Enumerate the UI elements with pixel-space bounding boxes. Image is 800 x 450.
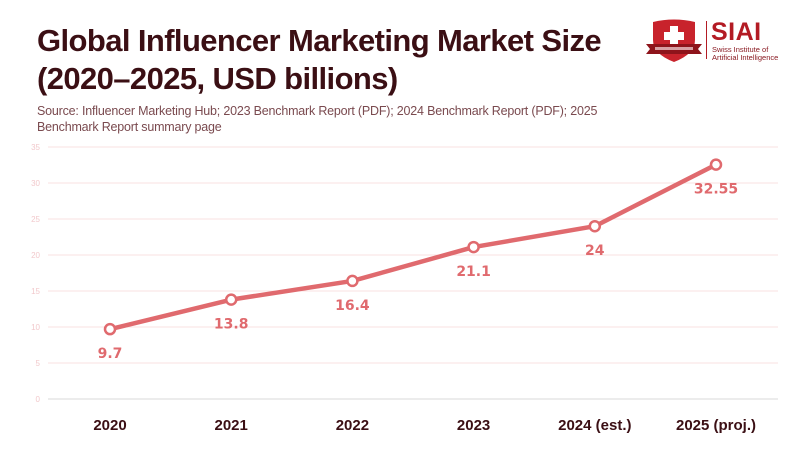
gridlines — [48, 146, 778, 400]
siai-logo: SIAI Swiss Institute of Artificial Intel… — [645, 18, 785, 64]
data-point — [588, 219, 602, 233]
data-point — [709, 158, 723, 171]
x-tick-label: 2024 (est.) — [558, 417, 631, 434]
data-point — [224, 293, 238, 306]
x-tick-label: 2025 (proj.) — [676, 417, 756, 434]
data-label: 21.1 — [456, 264, 491, 280]
x-tick-label: 2020 — [93, 417, 126, 434]
x-axis-ticks: 2020 2021 2022 2023 2024 (est.) 2025 (proj.) — [93, 417, 756, 434]
data-label: 24 — [585, 243, 605, 259]
data-points — [103, 158, 723, 336]
logo-brand: SIAI — [711, 18, 762, 46]
y-tick-label: 20 — [31, 251, 40, 260]
data-point — [346, 274, 359, 288]
data-label: 9.7 — [98, 346, 123, 362]
y-tick-label: 30 — [31, 179, 40, 188]
chart-title-line2: (2020–2025, USD billions) — [37, 61, 398, 96]
swiss-cross-shield-icon — [646, 19, 702, 62]
data-label: 13.8 — [214, 317, 249, 333]
y-tick-label: 10 — [31, 323, 40, 332]
logo-subtitle-line1: Swiss Institute of — [712, 45, 769, 54]
data-labels: 9.7 13.8 16.4 21.1 24 32.55 — [98, 182, 739, 363]
data-label: 32.55 — [694, 182, 738, 198]
x-tick-label: 2023 — [457, 417, 490, 434]
y-tick-label: 5 — [36, 359, 41, 368]
y-tick-label: 15 — [31, 287, 40, 296]
logo-brand-subtitle: Swiss Institute of Artificial Intelligen… — [712, 46, 787, 62]
logo-divider — [706, 21, 707, 59]
series-line-path — [107, 162, 719, 332]
data-point — [467, 240, 480, 254]
series-line — [107, 162, 719, 332]
data-point — [103, 322, 117, 336]
chart-source: Source: Influencer Marketing Hub; 2023 B… — [37, 104, 598, 134]
chart-title-line1: Global Influencer Marketing Market Size — [37, 23, 602, 58]
y-tick-label: 35 — [31, 143, 40, 152]
x-tick-label: 2021 — [215, 417, 248, 434]
logo-subtitle-line2: Artificial Intelligence — [712, 53, 779, 62]
y-tick-label: 25 — [31, 215, 40, 224]
chart-title: Global Influencer Marketing Market Size … — [37, 22, 637, 98]
data-label: 16.4 — [335, 298, 370, 314]
y-tick-label: 0 — [36, 395, 41, 404]
x-tick-label: 2022 — [336, 417, 369, 434]
y-axis-ticks: 0 5 10 15 20 25 30 35 — [31, 143, 40, 404]
